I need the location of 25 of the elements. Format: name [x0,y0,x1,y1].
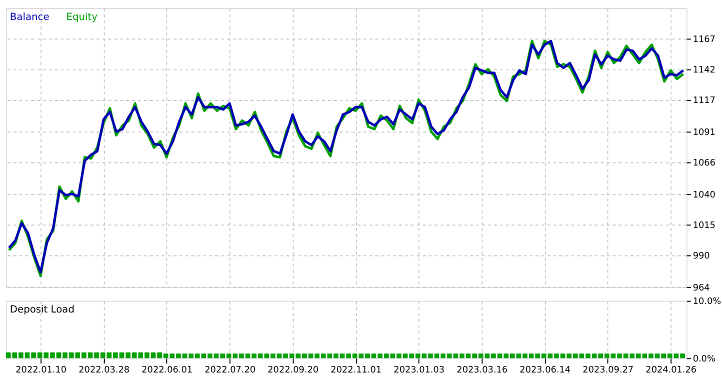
y-tick-label: 1040 [692,190,716,200]
x-tick-label: 2022.03.28 [78,365,130,376]
y-tick-label: 0.0% [692,354,716,365]
x-tick-label: 2022.01.10 [16,365,67,376]
x-tick-label: 2022.07.20 [204,365,256,376]
x-tick-label: 2024.01.26 [646,365,697,376]
chart-title: Deposit Load [10,304,74,316]
y-tick-label: 964 [692,283,710,294]
x-tick-label: 2022.09.20 [268,365,319,376]
y-tick-label: 1091 [692,128,716,138]
y-tick-label: 1015 [692,220,716,231]
text: Equity [66,12,98,23]
y-tick-label: 990 [692,252,710,262]
y-tick-label: 1117 [692,96,716,106]
y-tick-label: 1066 [692,158,716,169]
x-tick-label: 2023.09.27 [582,365,634,376]
x-tick-label: 2022.06.01 [142,365,193,376]
y-tick-label: 1167 [692,35,716,46]
x-tick-label: 2023.01.03 [394,365,445,376]
y-tick-label: 1142 [692,66,716,76]
x-tick-label: 2023.03.16 [456,365,508,376]
y-tick-label: 10.0% [692,297,722,308]
x-tick-label: 2023.06.14 [520,365,571,376]
text: Balance [10,12,50,23]
x-tick-label: 2022.11.01 [330,365,382,376]
